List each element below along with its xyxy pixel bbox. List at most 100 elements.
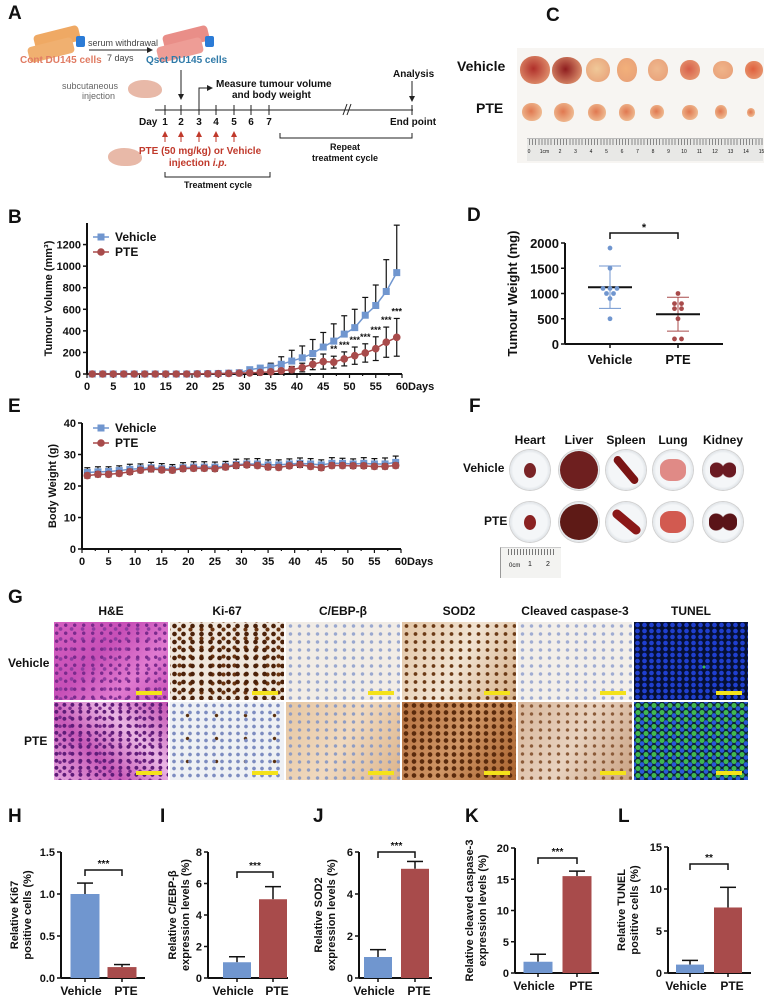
data-point [147, 465, 155, 473]
organ-liver [560, 451, 598, 489]
data-point [296, 460, 304, 469]
data-point [351, 324, 359, 332]
significance-stars: *** [349, 335, 360, 345]
x-tick-label: 60 [395, 556, 407, 568]
treatment-label-2: injection i.p. [169, 158, 227, 169]
x-tick-label: 0 [84, 381, 90, 393]
legend-label: Vehicle [115, 230, 157, 244]
data-point [253, 461, 262, 470]
chart-D [561, 232, 723, 348]
x-tick-label: 45 [315, 556, 327, 568]
data-point [94, 470, 102, 479]
data-point [349, 462, 357, 470]
significance-stars: * [642, 222, 647, 234]
legend-marker [97, 248, 105, 256]
data-point [104, 470, 113, 479]
chart-K [511, 847, 599, 977]
scale-bar [252, 771, 278, 775]
treatment-route-text: i.p. [212, 158, 228, 169]
row-label-pte: PTE [24, 734, 48, 748]
y-axis-label: Relative TUNEL [616, 869, 628, 951]
ruler-tick-label: 7 [636, 149, 639, 155]
treatment-cycle-label: Treatment cycle [183, 180, 253, 190]
chart-L [664, 846, 751, 977]
day-6: 6 [248, 117, 254, 128]
chart-B [83, 223, 403, 378]
significance-stars: *** [249, 861, 261, 872]
y-tick-label: 20 [497, 843, 509, 855]
scale-bar [368, 771, 394, 775]
data-point [679, 336, 684, 342]
panel-label-a: A [8, 3, 22, 24]
significance-stars: *** [370, 325, 381, 335]
panel-label-g: G [8, 587, 23, 608]
organ-heart [524, 514, 536, 530]
y-axis-label: positive cells (%) [629, 865, 641, 955]
scale-bar [600, 771, 626, 775]
x-tick-label: 40 [291, 381, 303, 393]
measure-label-2: and body weight [232, 90, 311, 101]
flask-cap-icon [205, 36, 214, 47]
significance-stars: *** [391, 841, 403, 852]
day-5: 5 [231, 117, 237, 128]
significance-bracket [236, 871, 274, 878]
tumour-pte [650, 105, 664, 119]
tumour-pte [619, 103, 635, 121]
y-tick-label: 6 [347, 847, 353, 859]
data-point [607, 296, 613, 301]
data-point [607, 245, 613, 251]
repeat-cycle-bracket [279, 133, 413, 139]
bar-vehicle [223, 962, 251, 978]
bar-vehicle [364, 957, 392, 978]
x-tick-label: 5 [110, 381, 116, 393]
x-tick-label: 35 [262, 556, 274, 568]
y-tick-label: 1.5 [40, 847, 55, 859]
ruler-tick-label: 13 [727, 149, 734, 155]
data-point [340, 355, 349, 363]
bar-pte [259, 899, 287, 978]
tumour-pte [747, 107, 755, 117]
data-point [235, 369, 244, 377]
data-point [232, 461, 240, 470]
y-tick-label: 15 [497, 874, 509, 886]
scale-bar [368, 691, 394, 695]
x-tick-label: 35 [265, 381, 277, 393]
data-point [309, 350, 317, 358]
scale-bar [716, 691, 742, 695]
x-tick-label: 25 [209, 556, 221, 568]
x-tick-label: 25 [212, 381, 224, 393]
micrograph [518, 702, 632, 780]
panel-label-d: D [467, 205, 481, 226]
data-point [109, 370, 118, 378]
data-point [245, 369, 254, 377]
bar-vehicle [523, 961, 553, 973]
data-point [298, 354, 306, 362]
data-point [214, 369, 223, 378]
data-point [340, 330, 348, 338]
tumour-pte [715, 105, 727, 119]
data-point [140, 370, 149, 378]
data-point [256, 364, 264, 372]
data-point [607, 265, 613, 271]
micrograph [518, 622, 632, 700]
y-tick-label: 30 [64, 450, 76, 462]
day-4: 4 [213, 117, 219, 128]
data-point [391, 461, 400, 470]
x-tick-label: PTE [265, 984, 288, 998]
significance-bracket [84, 869, 123, 876]
data-point [361, 349, 370, 357]
tumour-vehicle [713, 61, 733, 79]
flask-cap-icon [76, 36, 85, 47]
scale-bar [484, 691, 510, 695]
data-point [614, 286, 620, 291]
y-axis-label: expression levels (%) [477, 854, 489, 966]
organ-header-spleen: Spleen [606, 433, 646, 447]
x-tick-label: Vehicle [588, 352, 633, 367]
data-point [679, 306, 684, 312]
y-tick-label: 400 [63, 326, 81, 338]
tumour-vehicle [552, 56, 582, 84]
panel-label-b: B [8, 207, 22, 228]
analysis-label: Analysis [393, 69, 435, 80]
data-point [675, 316, 681, 322]
